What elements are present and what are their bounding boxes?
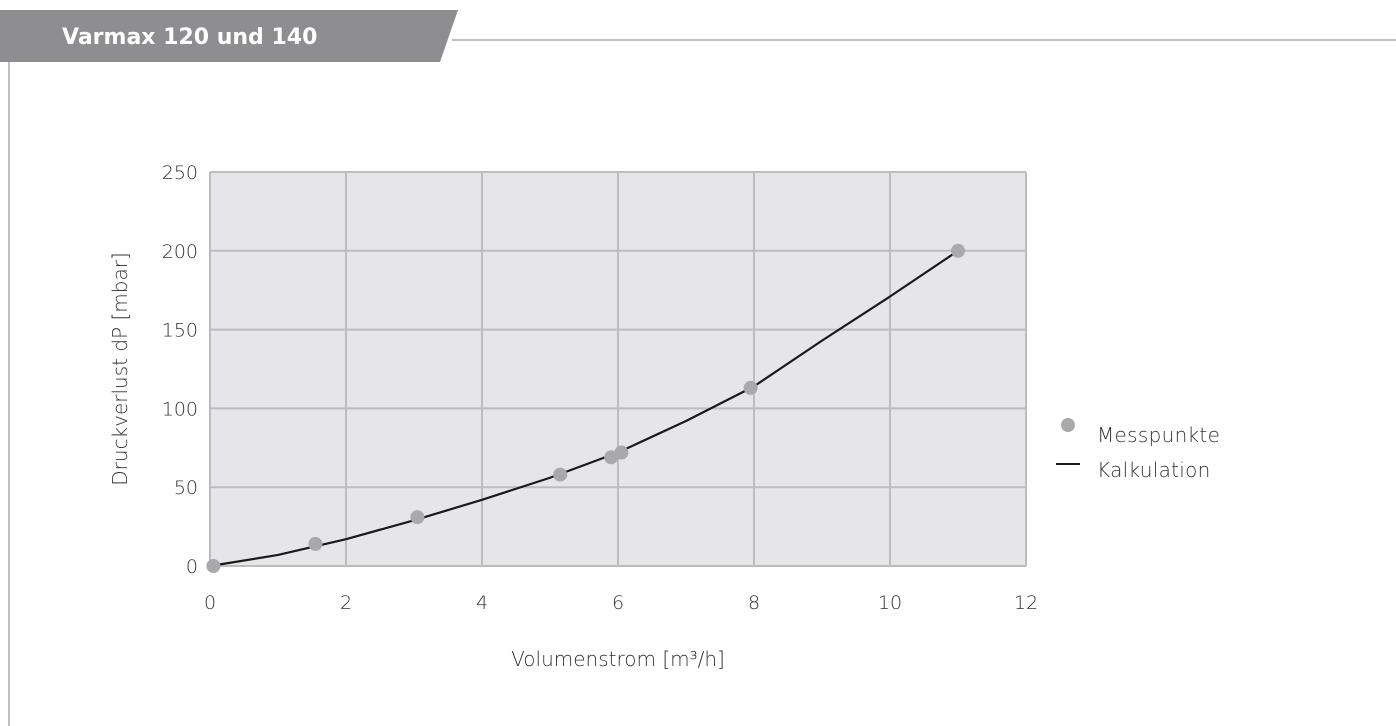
axis-ticks: 0 2 4 6 8 10 12 0 50 100 150 200 250 xyxy=(162,162,1038,614)
x-tick-label: 4 xyxy=(476,592,488,614)
x-tick-label: 10 xyxy=(878,592,902,614)
series-line-kalkulation xyxy=(209,249,959,568)
scatter-point-messpunkte xyxy=(951,243,965,258)
legend-marker-messpunkte xyxy=(1061,418,1075,432)
y-tick-label: 150 xyxy=(162,320,198,342)
y-tick-label: 250 xyxy=(162,162,198,184)
scatter-point-messpunkte xyxy=(553,467,568,482)
scatter-point-messpunkte xyxy=(308,536,323,551)
y-tick-label: 200 xyxy=(162,241,198,263)
scatter-point-messpunkte xyxy=(410,510,425,525)
header-title: Varmax 120 und 140 xyxy=(62,25,317,50)
y-tick-label: 0 xyxy=(186,556,198,578)
scatter-point-messpunkte xyxy=(743,380,758,395)
legend: Messpunkte Kalkulation xyxy=(1056,418,1220,482)
scatter-point-messpunkte xyxy=(206,559,221,573)
header-banner xyxy=(0,10,458,62)
x-tick-label: 6 xyxy=(612,592,624,614)
scatter-point-messpunkte xyxy=(614,445,629,460)
x-tick-label: 0 xyxy=(204,592,216,614)
y-tick-label: 50 xyxy=(174,477,198,499)
series-layer xyxy=(206,243,965,573)
x-tick-label: 12 xyxy=(1014,592,1038,614)
grid-lines xyxy=(209,171,1027,567)
x-tick-label: 2 xyxy=(340,592,352,614)
legend-label-kalkulation: Kalkulation xyxy=(1097,458,1211,482)
x-axis-title: Volumenstrom [m³/h] xyxy=(511,647,725,671)
y-axis-title: Druckverlust dP [mbar] xyxy=(108,252,132,485)
y-tick-label: 100 xyxy=(162,398,198,420)
x-tick-label: 8 xyxy=(748,592,760,614)
legend-label-messpunkte: Messpunkte xyxy=(1097,423,1220,447)
